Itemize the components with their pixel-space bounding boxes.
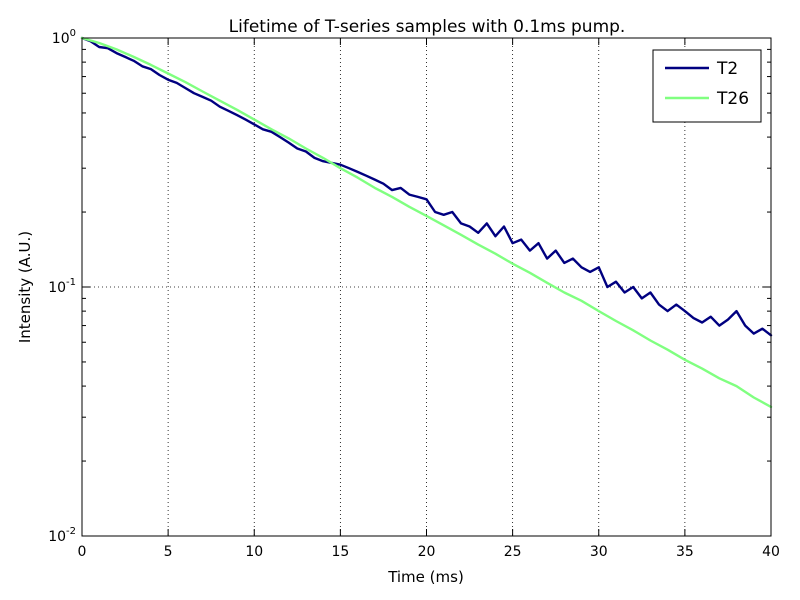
- x-tick-label: 20: [418, 544, 436, 560]
- y-tick-label: 10-1: [48, 277, 76, 296]
- legend-label: T26: [716, 89, 749, 109]
- x-tick-label: 0: [78, 544, 87, 560]
- x-tick-labels: 0 5 10 15 20 25 30 35 40: [78, 544, 780, 560]
- x-tick-label: 25: [504, 544, 522, 560]
- legend-label: T2: [716, 59, 738, 79]
- axis-ticks: [81, 37, 772, 537]
- series-line-t26: [80, 36, 773, 409]
- y-tick-exponent: -1: [66, 277, 76, 288]
- y-tick-base: 10: [52, 31, 70, 47]
- x-tick-label: 10: [245, 544, 263, 560]
- legend: T2 T26: [652, 49, 762, 123]
- y-tick-base: 10: [48, 280, 66, 296]
- x-tick-label: 15: [331, 544, 349, 560]
- x-tick-label: 30: [590, 544, 608, 560]
- y-tick-label: 10-2: [48, 526, 76, 545]
- y-axis-label: Intensity (A.U.): [16, 231, 34, 343]
- series-line-t2: [80, 36, 773, 337]
- x-tick-label: 35: [676, 544, 694, 560]
- x-tick-label: 5: [164, 544, 173, 560]
- series-lines: [80, 36, 773, 409]
- grid-lines: [82, 38, 771, 536]
- y-tick-exponent: -2: [66, 526, 76, 537]
- y-tick-base: 10: [48, 529, 66, 545]
- y-tick-label: 100: [52, 28, 76, 47]
- plot-frame: [81, 37, 772, 537]
- legend-box: [652, 49, 762, 123]
- x-axis-label: Time (ms): [387, 568, 464, 586]
- y-tick-exponent: 0: [70, 28, 76, 39]
- chart-title: Lifetime of T-series samples with 0.1ms …: [229, 17, 626, 37]
- x-tick-label: 40: [762, 544, 780, 560]
